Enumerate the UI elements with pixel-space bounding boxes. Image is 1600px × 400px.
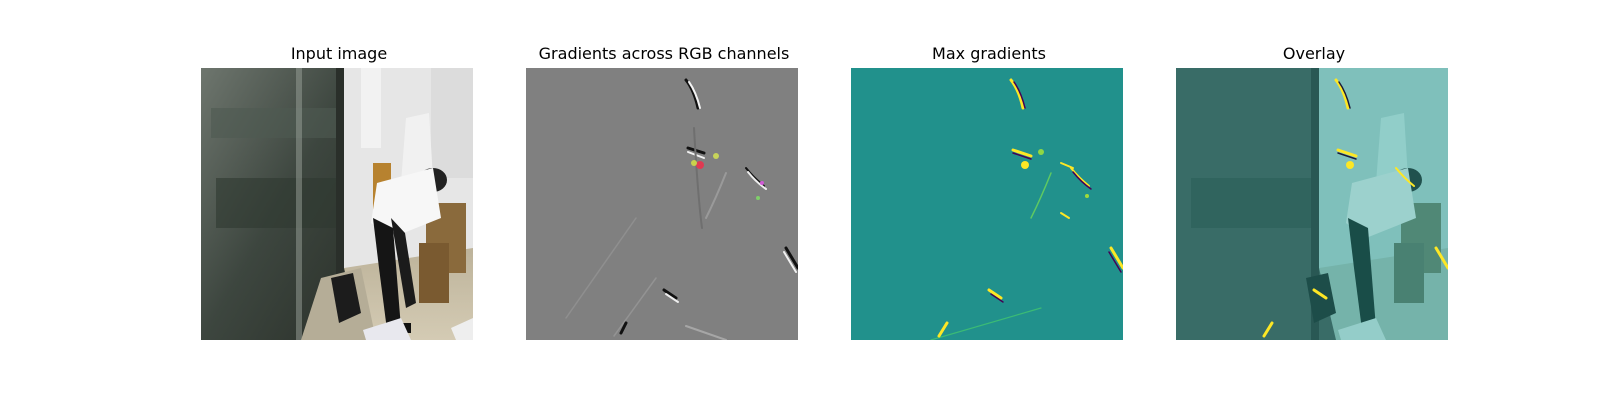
panel-title-max-gradients: Max gradients — [932, 44, 1046, 63]
max-gradient-map — [851, 68, 1123, 340]
rgb-gradient-map — [526, 68, 798, 340]
panel-overlay: Overlay — [1164, 0, 1464, 400]
input-image — [201, 68, 473, 340]
panel-input-image: Input image — [189, 0, 489, 400]
panel-rgb-gradients: Gradients across RGB channels — [514, 0, 814, 400]
panel-max-gradients: Max gradients — [839, 0, 1139, 400]
panel-title-overlay: Overlay — [1282, 44, 1346, 63]
overlay-image — [1176, 68, 1448, 340]
panel-title-rgb-gradients: Gradients across RGB channels — [538, 44, 790, 63]
panel-title-input-image: Input image — [290, 44, 388, 63]
